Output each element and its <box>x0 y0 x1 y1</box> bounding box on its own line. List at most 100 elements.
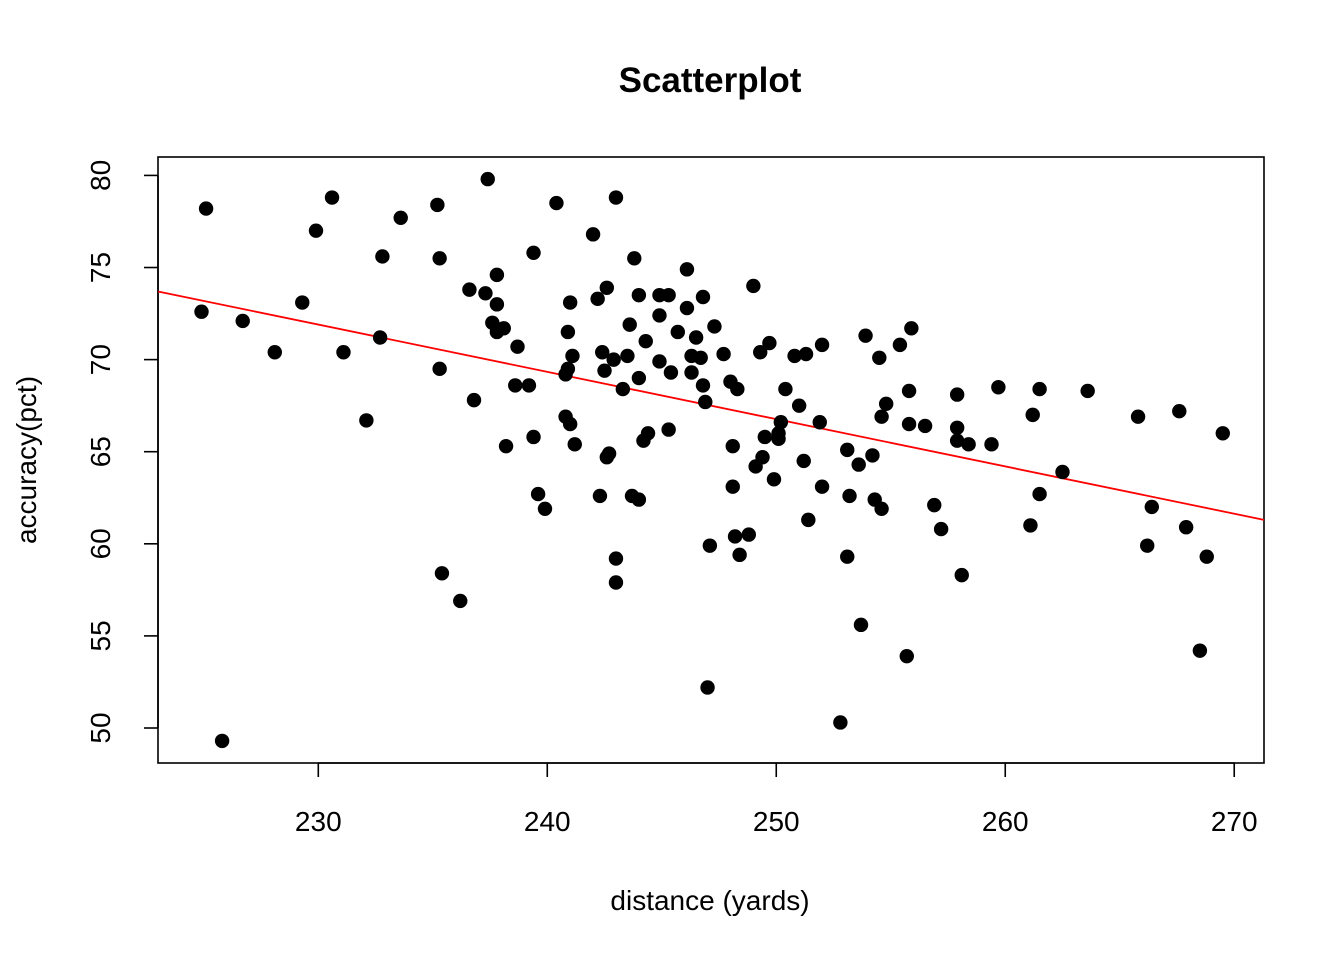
data-point <box>1023 518 1038 533</box>
data-point <box>853 617 869 633</box>
data-point <box>874 409 889 424</box>
data-point <box>631 492 647 507</box>
x-axis: 230 240 250 260 270 <box>295 762 1258 837</box>
data-point <box>695 378 711 393</box>
data-point <box>530 486 546 502</box>
data-point <box>991 380 1006 395</box>
data-point <box>537 501 553 517</box>
data-point <box>762 335 777 351</box>
data-point <box>498 438 514 454</box>
data-point <box>1032 381 1047 397</box>
data-point <box>308 223 324 238</box>
data-point <box>872 350 887 365</box>
data-point <box>833 715 848 730</box>
data-point <box>661 287 676 303</box>
data-point <box>716 346 731 362</box>
data-point <box>730 381 745 397</box>
data-point <box>812 415 827 430</box>
x-tick-label: 250 <box>753 806 800 837</box>
x-tick-label: 230 <box>295 806 342 837</box>
data-point <box>585 227 601 242</box>
data-point <box>842 488 857 504</box>
data-point <box>595 345 610 360</box>
data-point <box>631 370 647 386</box>
data-point <box>453 593 468 609</box>
data-point <box>661 422 676 437</box>
data-point <box>679 300 695 316</box>
data-point <box>549 195 564 211</box>
data-point <box>741 527 756 542</box>
data-point <box>480 171 495 187</box>
data-point <box>560 324 576 340</box>
data-point <box>707 319 722 334</box>
data-point <box>814 337 830 353</box>
data-point <box>984 437 999 452</box>
data-point <box>526 245 541 260</box>
y-tick-label: 70 <box>85 344 116 375</box>
data-point <box>359 413 374 428</box>
data-point <box>787 348 802 364</box>
data-point <box>753 345 768 360</box>
data-point <box>608 575 624 590</box>
data-point <box>640 426 656 441</box>
data-point <box>432 251 447 266</box>
data-point <box>1055 464 1070 480</box>
data-point <box>858 328 873 343</box>
data-point <box>375 249 390 264</box>
data-point <box>1192 643 1208 658</box>
data-point <box>1172 403 1187 419</box>
data-point <box>693 350 708 365</box>
y-axis: 50 55 60 65 70 75 80 <box>85 160 159 744</box>
data-point <box>638 333 653 349</box>
y-axis-label: accuracy(pct) <box>11 376 42 544</box>
data-point <box>590 291 605 307</box>
data-point <box>725 479 740 494</box>
data-point <box>949 420 965 435</box>
data-point <box>608 551 624 566</box>
data-point <box>627 251 642 266</box>
data-point <box>892 337 908 353</box>
data-points <box>194 171 1230 749</box>
data-point <box>510 339 525 354</box>
x-axis-label: distance (yards) <box>610 885 809 916</box>
chart-title: Scatterplot <box>619 61 802 100</box>
data-point <box>840 442 855 458</box>
y-tick-label: 55 <box>85 620 116 651</box>
data-point <box>727 529 743 544</box>
x-tick-label: 240 <box>524 806 571 837</box>
data-point <box>904 321 919 336</box>
data-point <box>1215 426 1230 441</box>
data-point <box>608 190 624 205</box>
data-point <box>521 378 537 393</box>
y-tick-label: 80 <box>85 160 116 191</box>
data-point <box>814 479 830 494</box>
data-point <box>508 378 523 393</box>
data-point <box>840 549 855 564</box>
data-point <box>927 497 942 513</box>
data-point <box>606 352 621 367</box>
data-point <box>478 286 493 301</box>
data-point <box>567 437 582 452</box>
data-point <box>1032 486 1047 502</box>
data-point <box>1199 549 1214 564</box>
data-point <box>599 280 615 295</box>
data-point <box>198 201 214 216</box>
data-point <box>462 282 477 297</box>
data-point <box>434 566 450 581</box>
data-point <box>688 330 704 345</box>
data-point <box>565 348 580 364</box>
data-point <box>324 190 340 205</box>
data-point <box>1025 407 1040 423</box>
data-point <box>1140 538 1155 553</box>
data-point <box>670 324 685 340</box>
data-point <box>901 416 917 432</box>
data-point <box>1130 409 1146 424</box>
data-point <box>214 733 230 749</box>
data-point <box>615 381 631 397</box>
data-point <box>949 387 965 402</box>
data-point <box>601 446 617 461</box>
data-point <box>560 361 576 377</box>
data-point <box>757 429 773 445</box>
y-tick-label: 65 <box>85 436 116 467</box>
y-tick-label: 60 <box>85 528 116 559</box>
